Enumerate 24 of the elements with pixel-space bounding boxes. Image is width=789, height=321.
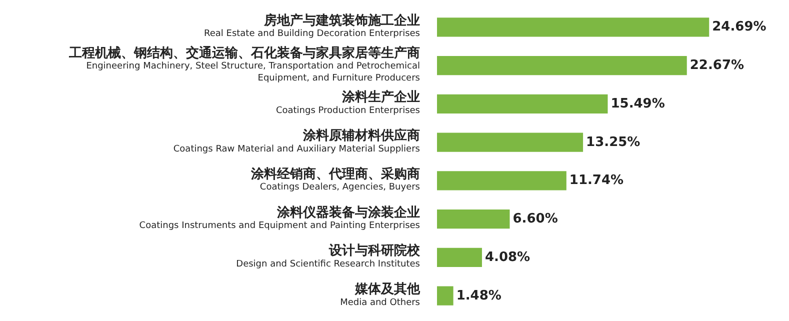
data-label: 6.60% — [512, 212, 558, 227]
data-label: 11.74% — [569, 173, 624, 188]
y-tick-label: 工程机械、钢结构、交通运输、石化装备与家具家居等生产商 Engineering Machinery, Steel Structure, Transportation and Petrochemical Equipment, and Furniture Producers — [68, 45, 420, 84]
y-tick-label: 媒体及其他 Media and Others — [340, 282, 421, 308]
y-tick-label: 房地产与建筑装饰施工企业 Real Estate and Building Decoration Enterprises — [204, 12, 420, 40]
data-label: 15.49% — [610, 96, 665, 112]
bar — [437, 209, 510, 229]
y-tick-label: 涂料生产企业 Coatings Production Enterprises — [276, 89, 420, 116]
bar — [437, 286, 454, 306]
bar — [437, 94, 608, 114]
bar — [437, 171, 566, 190]
data-label: 22.67% — [690, 58, 744, 74]
data-label: 4.08% — [484, 250, 530, 265]
data-label: 24.69% — [712, 20, 766, 35]
bar — [437, 248, 482, 268]
y-tick-label: 涂料原辅材料供应商 Coatings Raw Material and Auxiliary Material Suppliers — [173, 128, 420, 154]
bar — [437, 132, 584, 152]
data-label: 1.48% — [456, 288, 502, 304]
y-tick-label: 涂料仪器装备与涂装企业 Coatings Instruments and Equipment and Painting Enterprises — [139, 205, 420, 232]
data-label: 13.25% — [586, 134, 640, 150]
y-tick-label: 涂料经销商、代理商、采购商 Coatings Dealers, Agencies, Buyers — [250, 166, 420, 193]
y-tick-label: 设计与科研院校 Design and Scientific Research Institutes — [236, 242, 421, 270]
bar — [437, 56, 687, 76]
bar — [437, 18, 710, 37]
